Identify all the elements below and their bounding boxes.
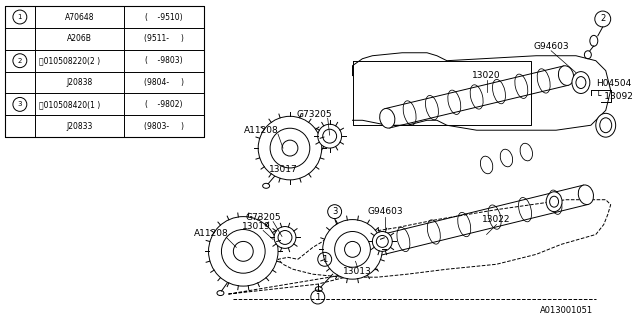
Circle shape — [274, 227, 296, 248]
Text: (9804-     ): (9804- ) — [144, 78, 184, 87]
Text: A70648: A70648 — [65, 12, 94, 21]
Bar — [5, 6, 204, 137]
Text: 13019: 13019 — [242, 222, 271, 231]
Text: 13013: 13013 — [343, 267, 372, 276]
Text: G73205: G73205 — [297, 110, 333, 119]
Text: Ⓑ010508220(2 ): Ⓑ010508220(2 ) — [39, 56, 100, 65]
Ellipse shape — [380, 108, 395, 128]
Text: 2: 2 — [18, 58, 22, 64]
Circle shape — [278, 230, 292, 244]
Ellipse shape — [596, 113, 616, 137]
Ellipse shape — [576, 76, 586, 89]
Circle shape — [323, 129, 337, 143]
Text: (    -9802): ( -9802) — [145, 100, 182, 109]
Circle shape — [344, 241, 360, 257]
Ellipse shape — [546, 192, 562, 212]
Text: 2: 2 — [600, 14, 605, 23]
Ellipse shape — [559, 66, 573, 85]
Text: G94603: G94603 — [367, 207, 403, 216]
Circle shape — [318, 124, 342, 148]
Circle shape — [376, 236, 388, 247]
Text: G94603: G94603 — [533, 42, 569, 51]
Ellipse shape — [520, 143, 532, 161]
Circle shape — [335, 231, 371, 267]
Circle shape — [270, 128, 310, 168]
Text: (    -9803): ( -9803) — [145, 56, 182, 65]
Text: J20838: J20838 — [67, 78, 93, 87]
Circle shape — [209, 217, 278, 286]
Text: H04504: H04504 — [596, 79, 631, 88]
Ellipse shape — [481, 156, 493, 174]
Ellipse shape — [600, 118, 612, 133]
Text: 13020: 13020 — [472, 71, 501, 80]
Text: A206B: A206B — [67, 34, 92, 43]
Text: └ 13092: └ 13092 — [596, 92, 633, 101]
Text: G73205: G73205 — [245, 213, 281, 222]
Text: 13017: 13017 — [269, 165, 298, 174]
Ellipse shape — [500, 149, 513, 167]
Circle shape — [372, 231, 392, 251]
Text: 1: 1 — [18, 14, 22, 20]
Circle shape — [258, 116, 322, 180]
Text: J20833: J20833 — [67, 122, 93, 131]
Text: A11208: A11208 — [194, 229, 229, 238]
Text: Ⓑ010508420(1 ): Ⓑ010508420(1 ) — [39, 100, 100, 109]
Circle shape — [234, 241, 253, 261]
Text: 1: 1 — [315, 292, 321, 301]
Text: A11208: A11208 — [244, 126, 278, 135]
Text: 3: 3 — [18, 101, 22, 108]
Circle shape — [323, 220, 382, 279]
Text: 3: 3 — [332, 207, 337, 216]
Circle shape — [221, 229, 265, 273]
Ellipse shape — [335, 244, 350, 264]
Ellipse shape — [572, 72, 590, 93]
Text: (9803-     ): (9803- ) — [144, 122, 184, 131]
Text: 13022: 13022 — [483, 215, 511, 224]
Ellipse shape — [550, 196, 559, 207]
Text: 1: 1 — [322, 255, 327, 264]
Circle shape — [282, 140, 298, 156]
Ellipse shape — [579, 185, 593, 204]
Text: A013001051: A013001051 — [540, 307, 593, 316]
Text: (    -9510): ( -9510) — [145, 12, 182, 21]
Text: (9511-     ): (9511- ) — [144, 34, 184, 43]
